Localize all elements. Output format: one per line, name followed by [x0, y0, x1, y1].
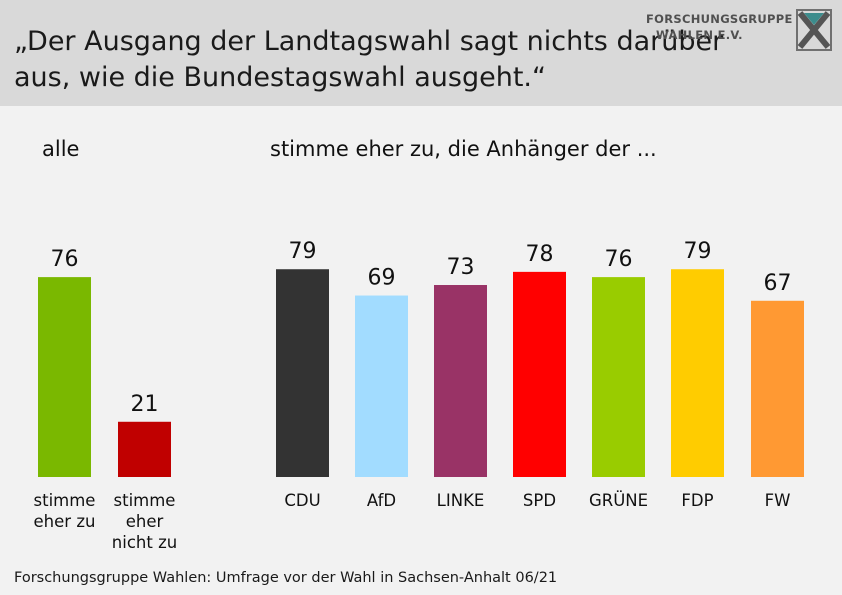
data-label-spd: 78 [526, 242, 554, 267]
source-note: Forschungsgruppe Wahlen: Umfrage vor der… [14, 570, 558, 586]
bar-linke [434, 285, 487, 477]
section-label-all: alle [42, 137, 80, 161]
section-label-parties: stimme eher zu, die Anhänger der ... [270, 137, 657, 161]
logo-line-2: WAHLEN E.V. [656, 28, 743, 42]
category-label-fw: FW [765, 491, 791, 510]
data-label-stimme-eher-nicht-zu: 21 [131, 392, 159, 417]
data-label-fdp: 79 [684, 239, 712, 264]
category-label-grüne: GRÜNE [589, 491, 648, 510]
category-label-fdp: FDP [681, 491, 713, 510]
logo-line-1: FORSCHUNGSGRUPPE [646, 12, 793, 26]
bar-fw [751, 300, 804, 477]
bar-stimme-eher-zu [38, 277, 91, 477]
category-label-stimme-eher-nicht-zu: stimme eher nicht zu [112, 491, 177, 552]
bar-grüne [592, 277, 645, 477]
page-title: „Der Ausgang der Landtagswahl sagt nicht… [14, 26, 724, 93]
data-label-afd: 69 [368, 266, 396, 291]
data-label-fw: 67 [764, 271, 792, 296]
header-band: „Der Ausgang der Landtagswahl sagt nicht… [0, 0, 842, 106]
data-label-linke: 73 [447, 255, 475, 280]
category-label-linke: LINKE [437, 491, 485, 510]
bar-afd [355, 295, 408, 477]
bar-cdu [276, 269, 329, 477]
logo-x-icon [796, 9, 832, 51]
category-label-stimme-eher-zu: stimme eher zu [34, 491, 96, 531]
bar-fdp [671, 269, 724, 477]
data-label-stimme-eher-zu: 76 [51, 247, 79, 272]
logo-text: FORSCHUNGSGRUPPE WAHLEN E.V. [646, 11, 793, 43]
data-label-grüne: 76 [605, 247, 633, 272]
bar-spd [513, 271, 566, 477]
category-label-spd: SPD [523, 491, 556, 510]
data-label-cdu: 79 [289, 239, 317, 264]
category-label-afd: AfD [367, 491, 396, 510]
logo: FORSCHUNGSGRUPPE WAHLEN E.V. [646, 9, 834, 51]
category-label-cdu: CDU [284, 491, 320, 510]
bar-stimme-eher-nicht-zu [118, 421, 171, 477]
